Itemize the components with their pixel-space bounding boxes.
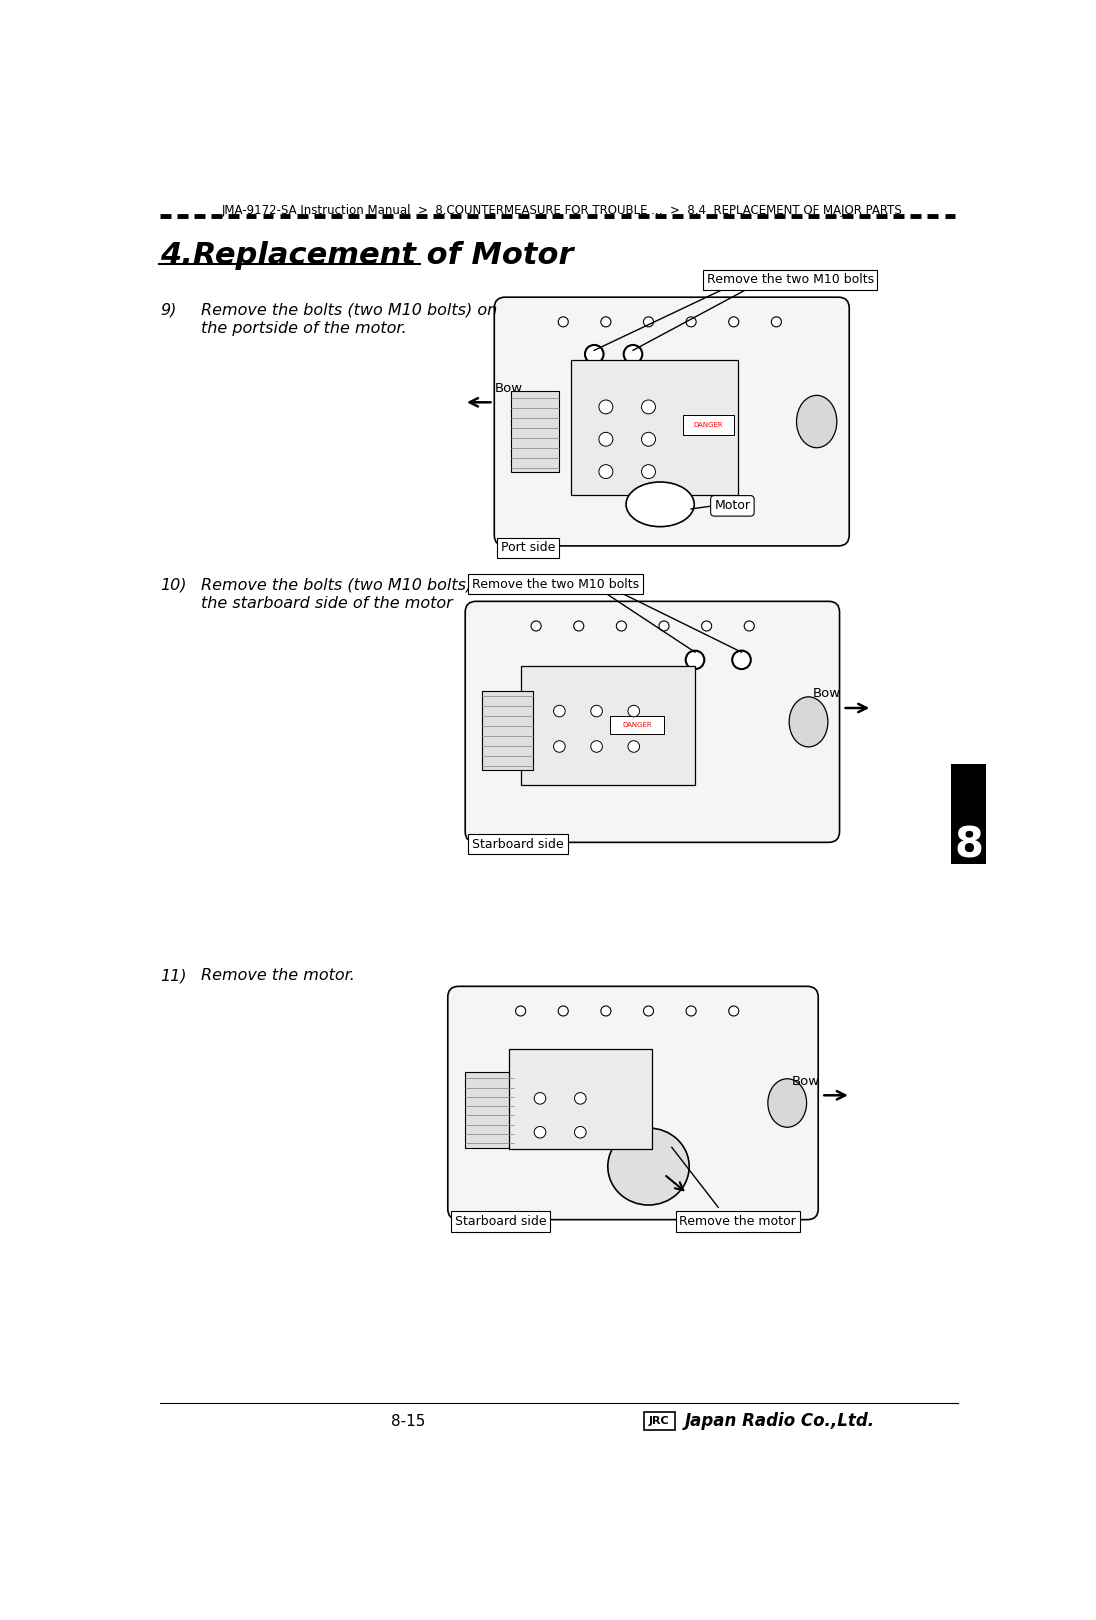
Bar [509,1050,652,1149]
Ellipse shape [643,318,653,327]
Ellipse shape [558,318,569,327]
Text: 9): 9) [160,303,176,318]
Ellipse shape [598,433,613,446]
Ellipse shape [628,705,640,716]
Text: DANGER: DANGER [694,423,723,428]
Bar [512,390,559,471]
Ellipse shape [591,705,603,716]
FancyBboxPatch shape [465,601,840,842]
Ellipse shape [768,1079,807,1128]
Ellipse shape [532,620,541,632]
Ellipse shape [701,620,711,632]
Ellipse shape [797,395,837,447]
Ellipse shape [534,1126,546,1137]
Bar [609,716,664,734]
Ellipse shape [732,651,751,669]
Ellipse shape [659,620,669,632]
Text: JMA-9172-SA Instruction Manual  >  8.COUNTERMEASURE FOR TROUBLE ...  >  8.4  REP: JMA-9172-SA Instruction Manual > 8.COUNT… [221,204,902,217]
Text: 8‑15: 8‑15 [391,1414,425,1429]
Ellipse shape [729,318,739,327]
Text: 10): 10) [160,578,186,593]
Text: Bow: Bow [495,382,523,395]
Text: 11): 11) [160,969,186,983]
Ellipse shape [553,740,566,752]
Bar [465,1072,514,1147]
Text: Port side: Port side [501,541,556,554]
Ellipse shape [686,1006,696,1016]
Text: Bow: Bow [791,1074,820,1087]
Bar [482,692,533,770]
Ellipse shape [624,345,642,363]
Ellipse shape [789,697,827,747]
Ellipse shape [598,400,613,413]
Ellipse shape [626,483,694,526]
Text: Remove the bolts (two M10 bolts) on: Remove the bolts (two M10 bolts) on [201,303,496,318]
Text: Remove the two M10 bolts: Remove the two M10 bolts [472,578,639,591]
FancyBboxPatch shape [448,987,819,1220]
Ellipse shape [608,1128,689,1205]
Text: Starboard side: Starboard side [455,1215,547,1228]
Ellipse shape [641,433,655,446]
Bar [571,360,738,494]
Ellipse shape [515,1006,526,1016]
Text: Remove the motor.: Remove the motor. [201,969,354,983]
Text: Remove the bolts (two M10 bolts) on: Remove the bolts (two M10 bolts) on [201,578,496,593]
Bar [684,415,733,436]
Text: JRC: JRC [649,1416,670,1426]
Ellipse shape [628,740,640,752]
Ellipse shape [643,1006,653,1016]
Ellipse shape [641,400,655,413]
Ellipse shape [772,318,781,327]
Text: the portside of the motor.: the portside of the motor. [201,321,407,335]
Ellipse shape [686,318,696,327]
Text: Remove the two M10 bolts: Remove the two M10 bolts [707,274,874,287]
Ellipse shape [573,620,584,632]
Ellipse shape [616,620,627,632]
Ellipse shape [686,651,705,669]
Text: Motor: Motor [715,499,751,512]
FancyBboxPatch shape [950,765,986,865]
Text: Bow: Bow [813,687,841,700]
Ellipse shape [601,318,610,327]
Ellipse shape [585,345,604,363]
Ellipse shape [601,1006,610,1016]
Ellipse shape [598,465,613,478]
Ellipse shape [558,1006,569,1016]
Text: the starboard side of the motor: the starboard side of the motor [201,596,453,611]
Ellipse shape [591,740,603,752]
Text: DANGER: DANGER [623,723,652,727]
FancyBboxPatch shape [494,296,849,546]
Ellipse shape [574,1092,586,1105]
Text: 8: 8 [955,825,983,867]
Ellipse shape [744,620,754,632]
Ellipse shape [553,705,566,716]
Text: Japan Radio Co.,Ltd.: Japan Radio Co.,Ltd. [685,1413,875,1430]
FancyBboxPatch shape [643,1411,675,1430]
Text: 4.Replacement of Motor: 4.Replacement of Motor [160,241,573,269]
Ellipse shape [574,1126,586,1137]
Bar [521,666,695,786]
Ellipse shape [729,1006,739,1016]
Ellipse shape [641,465,655,478]
Ellipse shape [534,1092,546,1105]
Text: Remove the motor: Remove the motor [680,1215,797,1228]
Text: Starboard side: Starboard side [472,838,563,851]
